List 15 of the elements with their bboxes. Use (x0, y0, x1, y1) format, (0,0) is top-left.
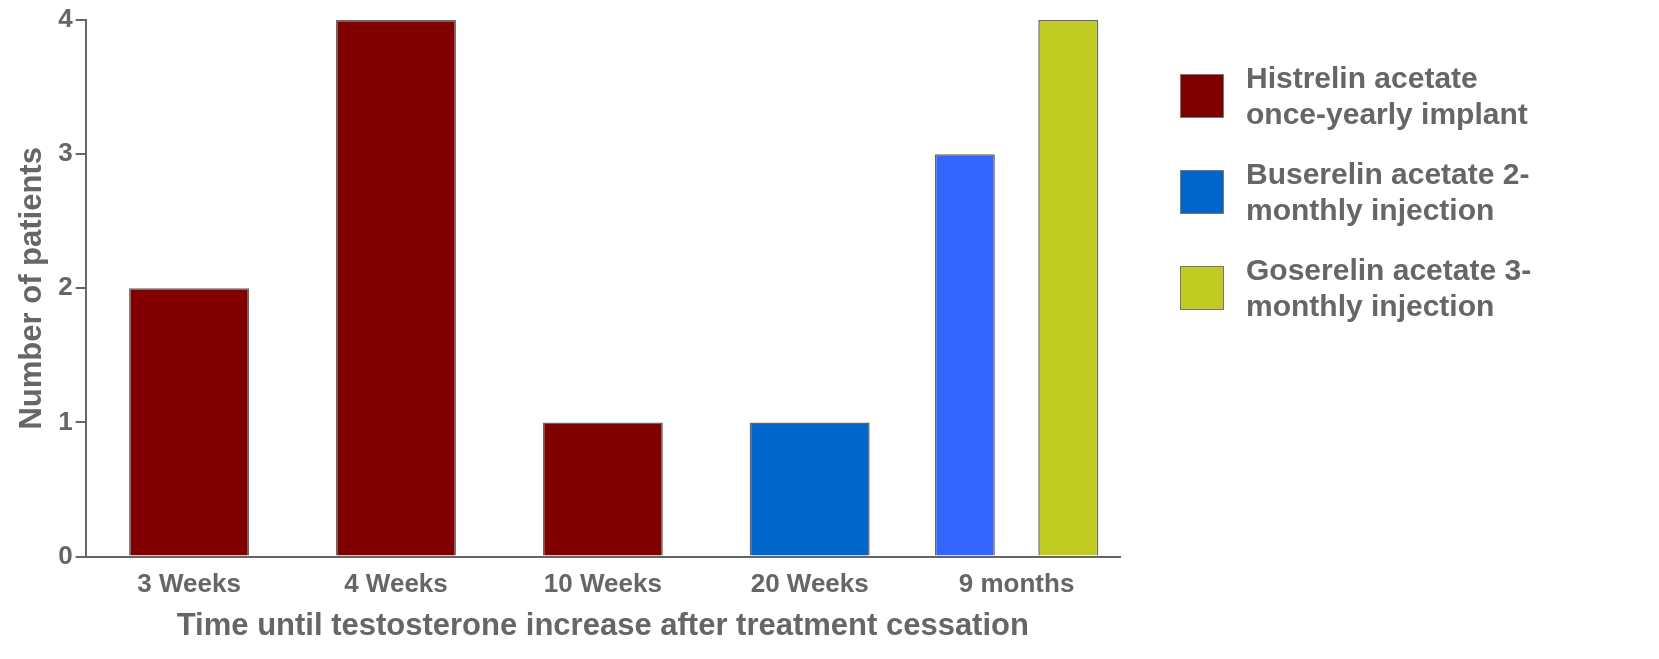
y-axis-title: Number of patients (13, 147, 49, 430)
x-tick-label: 20 Weeks (750, 568, 869, 599)
y-tick-label: 2 (58, 271, 73, 302)
x-tick-label: 3 Weeks (137, 568, 241, 599)
x-tick-label: 10 Weeks (543, 568, 662, 599)
x-tick-label: 4 Weeks (344, 568, 448, 599)
y-tick-label: 0 (58, 539, 73, 570)
y-tick-label: 3 (58, 137, 73, 168)
y-tick-label: 4 (58, 3, 74, 34)
x-tick-label: 9 months (958, 568, 1075, 599)
y-tick-label: 1 (58, 405, 73, 436)
legend-label: Goserelin acetate 3-monthly injection (1246, 252, 1533, 324)
x-axis-title: Time until testosterone increase after treatment cessation (176, 606, 1029, 642)
legend-label: Histrelin acetate once-yearly implant (1246, 60, 1529, 132)
legend-label: Buserelin acetate 2-monthly injection (1246, 156, 1531, 228)
